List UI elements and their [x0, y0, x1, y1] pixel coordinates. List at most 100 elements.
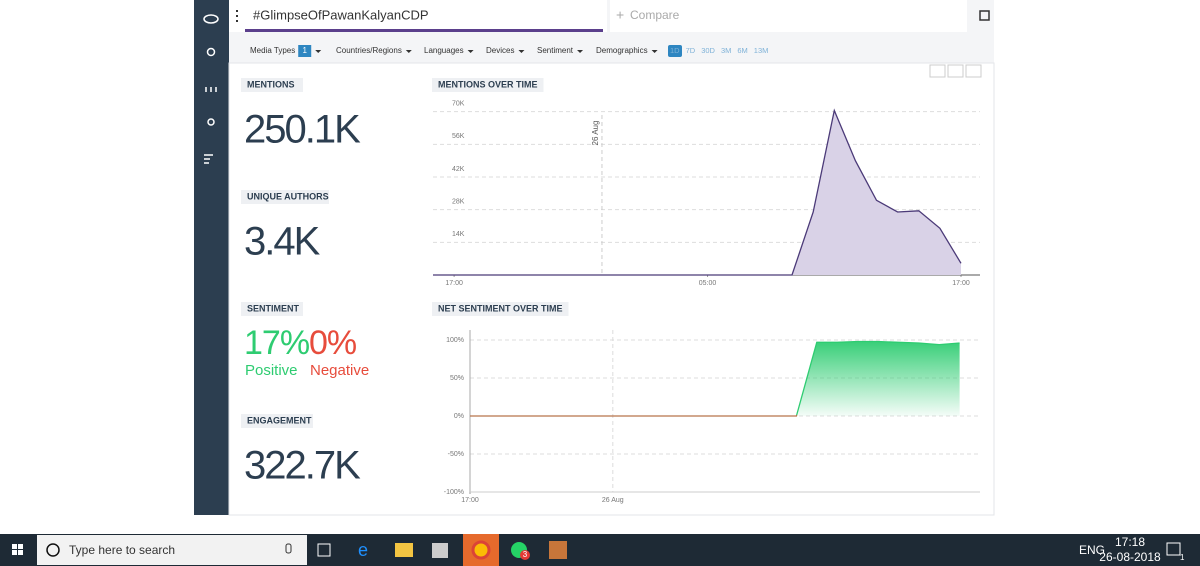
store-icon[interactable] [432, 543, 448, 558]
chrome-icon[interactable] [471, 540, 491, 560]
caret [467, 50, 474, 53]
stat-value: 3.4K [244, 220, 321, 264]
caret [315, 50, 322, 53]
label-bg [241, 190, 329, 204]
badge-bg [298, 45, 312, 57]
nav-location[interactable] [207, 118, 215, 126]
label-bg [241, 414, 313, 428]
nav-icons [203, 14, 219, 164]
range-option[interactable]: 13M [754, 46, 769, 55]
edge-icon[interactable]: e [358, 540, 368, 560]
task-view[interactable] [317, 543, 331, 557]
y-tick-label: 14K [452, 231, 465, 238]
search-box[interactable] [229, 0, 607, 32]
explorer-icon[interactable] [395, 543, 413, 557]
caret [651, 50, 658, 53]
area [470, 341, 960, 416]
range-option[interactable]: 3M [721, 46, 731, 55]
caret [577, 50, 584, 53]
filter-dropdown[interactable]: Sentiment [537, 46, 574, 55]
filter-dropdown[interactable]: Media Types [250, 46, 295, 55]
mic-icon[interactable] [285, 543, 292, 554]
y-tick-label: -50% [448, 451, 464, 458]
start-button[interactable] [12, 544, 23, 555]
y-tick-label: 100% [446, 337, 464, 344]
range-active [668, 45, 682, 57]
badge-bg [520, 550, 530, 560]
y-tick-label: 50% [450, 375, 464, 382]
positive-label: Positive [245, 362, 298, 379]
stats: MENTIONS 250.1K UNIQUE AUTHORS 3.4K SENT… [241, 78, 369, 488]
nav-people[interactable] [205, 87, 217, 92]
negative-label: Negative [310, 362, 369, 379]
x-tick-label: 17:00 [952, 280, 970, 287]
positive-value: 17% [244, 324, 310, 362]
stat-label: UNIQUE AUTHORS [247, 191, 329, 201]
filter-bar: Media Types 1 Countries/Regions Languages De… [250, 45, 768, 57]
nav-user[interactable] [206, 47, 216, 57]
range-option[interactable]: 6M [737, 46, 747, 55]
caret [405, 50, 412, 53]
x-tick-label: 05:00 [699, 280, 717, 287]
label-bg [241, 302, 303, 316]
clock-time[interactable]: 17:18 [1115, 535, 1145, 549]
taskbar-search-text[interactable]: Type here to search [69, 543, 175, 557]
stat-value: 322.7K [244, 444, 361, 488]
language[interactable]: ENG [1079, 543, 1105, 557]
stat-label: ENGAGEMENT [247, 415, 312, 425]
search-query[interactable]: #GlimpseOfPawanKalyanCDP [253, 7, 429, 22]
negative-value: 0% [309, 324, 357, 362]
range-option[interactable]: 7D [686, 46, 696, 55]
label-bg [432, 302, 569, 316]
x-tick-label: 26 Aug [602, 497, 624, 504]
stat-value: 250.1K [244, 108, 361, 152]
stat-label: SENTIMENT [247, 303, 300, 313]
taskbar-search[interactable] [37, 535, 307, 565]
area [433, 110, 961, 275]
label-bg [432, 78, 544, 92]
compare-text[interactable]: Compare [630, 8, 680, 22]
nav-search-list[interactable] [204, 154, 213, 164]
range-option[interactable]: 30D [701, 46, 715, 55]
range-option[interactable]: 1D [670, 46, 680, 55]
search-icon [46, 543, 60, 557]
taskbar-apps: e 3 [317, 534, 567, 566]
y-tick-label: -100% [444, 489, 464, 496]
line [470, 340, 960, 417]
filter-dropdown[interactable]: Languages [424, 46, 464, 55]
y-tick-label: 0% [454, 413, 464, 420]
y-tick-label: 28K [452, 199, 465, 206]
y-tick-label: 42K [452, 166, 465, 173]
compare-box[interactable] [610, 0, 967, 32]
save-icon[interactable] [979, 10, 990, 21]
share-more[interactable] [965, 64, 982, 78]
clock-date[interactable]: 26-08-2018 [1099, 550, 1161, 564]
game-icon[interactable] [549, 541, 567, 559]
caret [518, 50, 525, 53]
content-panel [228, 62, 995, 516]
notification-icon[interactable] [1166, 542, 1181, 556]
share-buttons [929, 64, 982, 78]
y-tick-label: 56K [452, 133, 465, 140]
x-tick-label: 17:00 [445, 280, 463, 287]
whatsapp-badge: 3 [523, 550, 528, 559]
media-badge: 1 [302, 46, 307, 55]
stat-label: MENTIONS [247, 79, 295, 89]
label-bg [241, 78, 303, 92]
share-twitter[interactable] [947, 64, 964, 78]
side-nav [194, 0, 229, 515]
y-tick-label: 70K [452, 101, 465, 108]
charts: MENTIONS OVER TIME 14K 28K 42K 56K 70K 17:00 05… [432, 78, 980, 504]
filter-dropdown[interactable]: Devices [486, 46, 514, 55]
x-tick-label: 17:00 [461, 497, 479, 504]
chart-title: NET SENTIMENT OVER TIME [438, 303, 563, 313]
share-facebook[interactable] [929, 64, 946, 78]
chart-title: MENTIONS OVER TIME [438, 79, 538, 89]
nav-logo[interactable] [203, 14, 219, 24]
annotation-text: 26 Aug [591, 121, 600, 146]
filter-dropdown[interactable]: Countries/Regions [336, 46, 402, 55]
search-underline [245, 29, 603, 32]
filter-dropdown[interactable]: Demographics [596, 46, 648, 55]
notification-count: 1 [1180, 553, 1185, 562]
